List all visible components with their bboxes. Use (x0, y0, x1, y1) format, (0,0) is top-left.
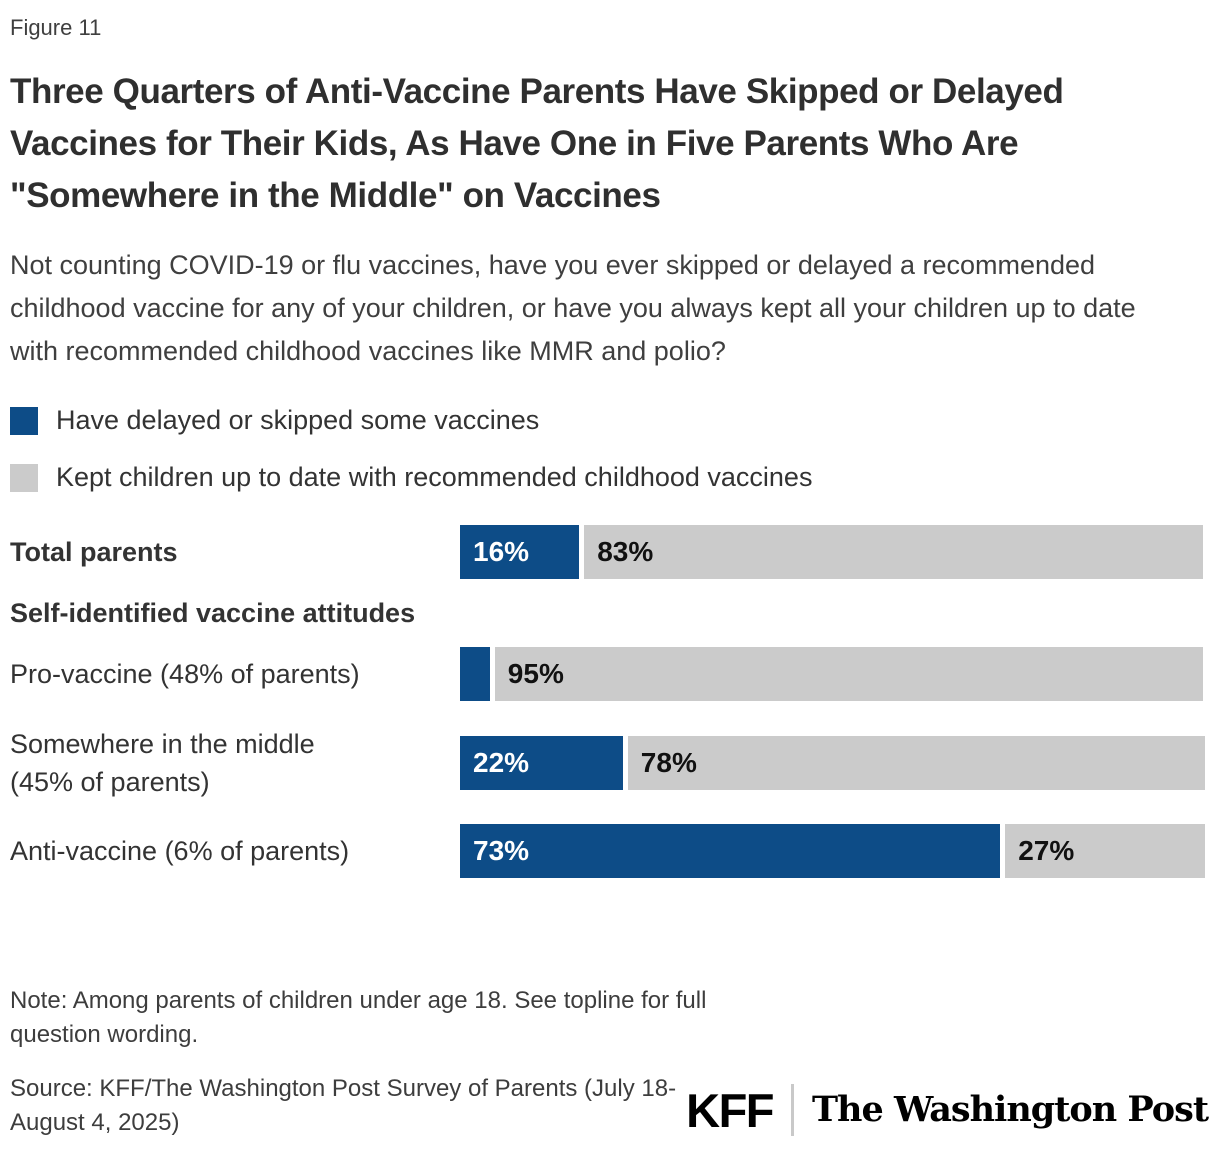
row-label-total-parents: Total parents (10, 537, 178, 567)
section-header-vaccine-attitudes: Self-identified vaccine attitudes (10, 598, 416, 628)
row-label-somewhere-middle: Somewhere in the middle (45% of parents) (10, 729, 315, 797)
chart-title: Three Quarters of Anti-Vaccine Parents H… (10, 72, 1064, 215)
legend-label-delayed: Have delayed or skipped some vaccines (56, 405, 540, 435)
bar-delayed-segment: 73% (460, 824, 1001, 878)
footer-row: Source: KFF/The Washington Post Survey o… (10, 1072, 1209, 1140)
bar-value-label: 83% (597, 536, 654, 567)
logo-divider (791, 1084, 794, 1136)
bar-group-anti-vaccine: 73% 27% (460, 824, 1205, 878)
legend-item-kept: Kept children up to date with recommende… (10, 462, 1208, 493)
bar-group-somewhere-middle: 22% 78% (460, 736, 1205, 790)
legend: Have delayed or skipped some vaccines Ke… (10, 405, 1208, 493)
bar-row-anti-vaccine: Anti-vaccine (6% of parents) 73% 27% (10, 824, 1208, 878)
bar-delayed-segment (460, 647, 490, 701)
bar-value-label: 73% (473, 835, 530, 866)
row-label-anti-vaccine: Anti-vaccine (6% of parents) (10, 836, 350, 866)
legend-swatch-kept-icon (10, 463, 38, 492)
legend-swatch-delayed-icon (10, 406, 38, 435)
bar-kept-segment: 83% (584, 525, 1203, 579)
footer-block: Note: Among parents of children under ag… (10, 984, 1209, 1140)
row-label-pro-vaccine: Pro-vaccine (48% of parents) (10, 659, 360, 689)
note-text: Note: Among parents of children under ag… (10, 987, 707, 1048)
kff-logo: KFF (686, 1083, 774, 1137)
bar-delayed-segment: 16% (460, 525, 580, 579)
legend-item-delayed: Have delayed or skipped some vaccines (10, 405, 1208, 436)
bar-group-total-parents: 16% 83% (460, 525, 1205, 579)
bar-kept-segment: 95% (494, 647, 1203, 701)
legend-label-kept: Kept children up to date with recommende… (56, 462, 813, 492)
brand-logos: KFF The Washington Post (686, 1083, 1209, 1140)
bar-value-label: 95% (507, 658, 564, 689)
bar-value-label: 27% (1018, 835, 1075, 866)
bar-value-label: 22% (473, 747, 530, 778)
figure-label: Figure 11 (10, 15, 102, 40)
bar-group-pro-vaccine: 95% (460, 647, 1205, 701)
bar-row-pro-vaccine: Pro-vaccine (48% of parents) 95% (10, 647, 1208, 701)
bar-value-label: 78% (640, 747, 697, 778)
bar-kept-segment: 78% (627, 736, 1205, 790)
stacked-bar-chart: Total parents 16% 83% Self-identified va… (10, 525, 1208, 878)
bar-value-label: 16% (473, 536, 530, 567)
source-text: Source: KFF/The Washington Post Survey o… (10, 1075, 677, 1136)
bar-row-somewhere-middle: Somewhere in the middle (45% of parents)… (10, 725, 1208, 801)
bar-row-total-parents: Total parents 16% 83% (10, 525, 1208, 579)
washington-post-logo: The Washington Post (812, 1088, 1209, 1130)
question-text: Not counting COVID-19 or flu vaccines, h… (10, 250, 1136, 366)
bar-kept-segment: 27% (1005, 824, 1205, 878)
bar-delayed-segment: 22% (460, 736, 623, 790)
